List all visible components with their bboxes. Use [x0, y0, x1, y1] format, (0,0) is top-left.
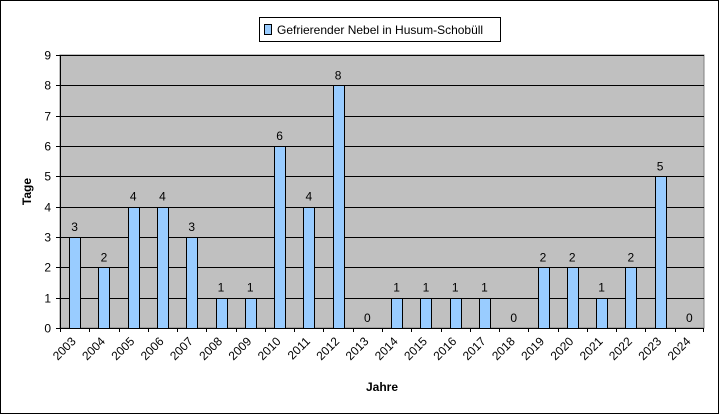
x-tick-label: 2022	[606, 334, 635, 363]
x-tick-label: 2020	[548, 334, 577, 363]
bar	[186, 237, 198, 329]
data-label: 4	[159, 190, 166, 204]
y-tick-label: 6	[44, 140, 51, 154]
x-axis-ticks: 2003 2004 2005 2006 2007 2008 2009 2010 2011 2012…	[50, 328, 704, 363]
data-label: 2	[540, 250, 547, 264]
data-label: 0	[510, 311, 517, 325]
legend: Gefrierender Nebel in Husum-Schobüll	[259, 17, 501, 42]
bar	[69, 237, 81, 329]
x-tick-label: 2010	[255, 334, 284, 363]
bar	[625, 267, 637, 329]
bar	[479, 298, 491, 329]
y-tick-label: 4	[44, 201, 51, 215]
data-label: 5	[657, 159, 664, 173]
data-label: 1	[218, 281, 225, 295]
data-label: 1	[481, 281, 488, 295]
plot-area	[59, 54, 705, 329]
data-label: 1	[452, 281, 459, 295]
x-tick-label: 2016	[431, 334, 460, 363]
x-tick-label: 2023	[635, 334, 664, 363]
data-label: 2	[569, 250, 576, 264]
x-tick-label: 2005	[109, 334, 138, 363]
x-axis-title: Jahre	[366, 380, 398, 394]
data-label: 2	[627, 250, 634, 264]
bar	[128, 207, 140, 329]
bar	[216, 298, 228, 329]
bar	[157, 207, 169, 329]
bar	[420, 298, 432, 329]
bar	[303, 207, 315, 329]
y-tick-label: 0	[44, 322, 51, 336]
x-tick-label: 2017	[460, 334, 489, 363]
data-label: 1	[393, 281, 400, 295]
bar	[655, 176, 667, 329]
x-tick-label: 2007	[167, 334, 196, 363]
bar	[391, 298, 403, 329]
data-label: 0	[364, 311, 371, 325]
y-tick-label: 1	[44, 292, 51, 306]
bar	[245, 298, 257, 329]
data-labels: 3 2 4 4 3 1 1 6 4 8 0 1 1 1 1 0 2 2 1 2 5 0	[71, 68, 693, 325]
bars	[69, 85, 667, 329]
data-label: 1	[598, 281, 605, 295]
x-tick-label: 2021	[577, 334, 606, 363]
bar	[98, 267, 110, 329]
bar	[596, 298, 608, 329]
legend-box	[259, 17, 501, 42]
bar	[333, 85, 345, 329]
x-tick-label: 2008	[196, 334, 225, 363]
data-label: 3	[71, 220, 78, 234]
x-tick-label: 2019	[518, 334, 547, 363]
x-tick-label: 2011	[285, 334, 313, 362]
data-label: 0	[686, 311, 693, 325]
x-tick-label: 2013	[343, 334, 372, 363]
bar	[450, 298, 462, 329]
x-tick-label: 2024	[665, 334, 694, 363]
legend-swatch	[264, 24, 272, 35]
x-tick-label: 2003	[50, 334, 79, 363]
data-label: 8	[335, 68, 342, 82]
y-tick-label: 8	[44, 79, 51, 93]
x-tick-label: 2015	[401, 334, 430, 363]
y-tick-label: 5	[44, 170, 51, 184]
data-label: 2	[101, 250, 108, 264]
data-label: 6	[276, 129, 283, 143]
x-tick-label: 2018	[489, 334, 518, 363]
y-tick-label: 3	[44, 231, 51, 245]
y-tick-label: 2	[44, 261, 51, 275]
y-axis-title: Tage	[20, 178, 34, 205]
data-label: 1	[423, 281, 430, 295]
bar	[274, 146, 286, 329]
x-tick-label: 2009	[226, 334, 255, 363]
x-tick-label: 2006	[138, 334, 167, 363]
bar	[538, 267, 550, 329]
x-tick-label: 2014	[372, 334, 401, 363]
data-label: 4	[305, 190, 312, 204]
y-axis-ticks: 0 1 2 3 4 5 6 7 8 9	[44, 49, 60, 336]
legend-label: Gefrierender Nebel in Husum-Schobüll	[277, 23, 483, 37]
data-label: 3	[188, 220, 195, 234]
y-tick-label: 7	[44, 110, 51, 124]
data-label: 4	[130, 190, 137, 204]
bar	[567, 267, 579, 329]
x-tick-label: 2004	[79, 334, 108, 363]
data-label: 1	[247, 281, 254, 295]
y-tick-label: 9	[44, 49, 51, 63]
x-tick-label: 2012	[313, 334, 342, 363]
